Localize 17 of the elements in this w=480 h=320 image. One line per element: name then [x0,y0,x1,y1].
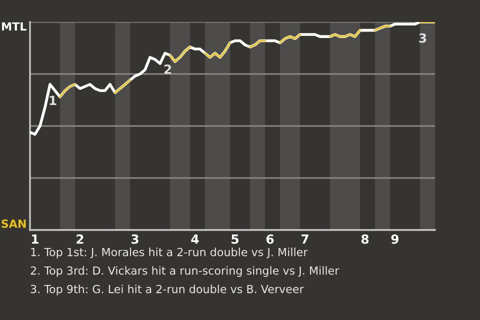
x-tick-label: 3 [131,234,138,244]
annotation: 1 [50,96,56,106]
x-tick-label: 5 [232,234,238,244]
x-tick-label: 9 [391,234,399,244]
x-tick-label: 7 [301,234,308,244]
x-tick-label: 1 [32,234,38,244]
text: 2. Top 3rd: D. Vickars hit a run-scoring single vs J. Miller [30,266,340,277]
x-tick-label: 2 [76,234,84,244]
text: 3. Top 9th: G. Lei hit a 2-run double vs B. Verveer [30,284,304,296]
x-tick-label: 8 [361,234,369,244]
annotation: 3 [419,33,426,43]
annotation: 2 [164,64,172,74]
text: SAN [2,219,26,228]
x-tick-label: 4 [191,234,199,244]
x-tick-label: 6 [266,234,274,244]
text: MTL [2,22,26,30]
text: 1. Top 1st: J. Morales hit a 2-run double vs J. Miller [31,248,308,258]
